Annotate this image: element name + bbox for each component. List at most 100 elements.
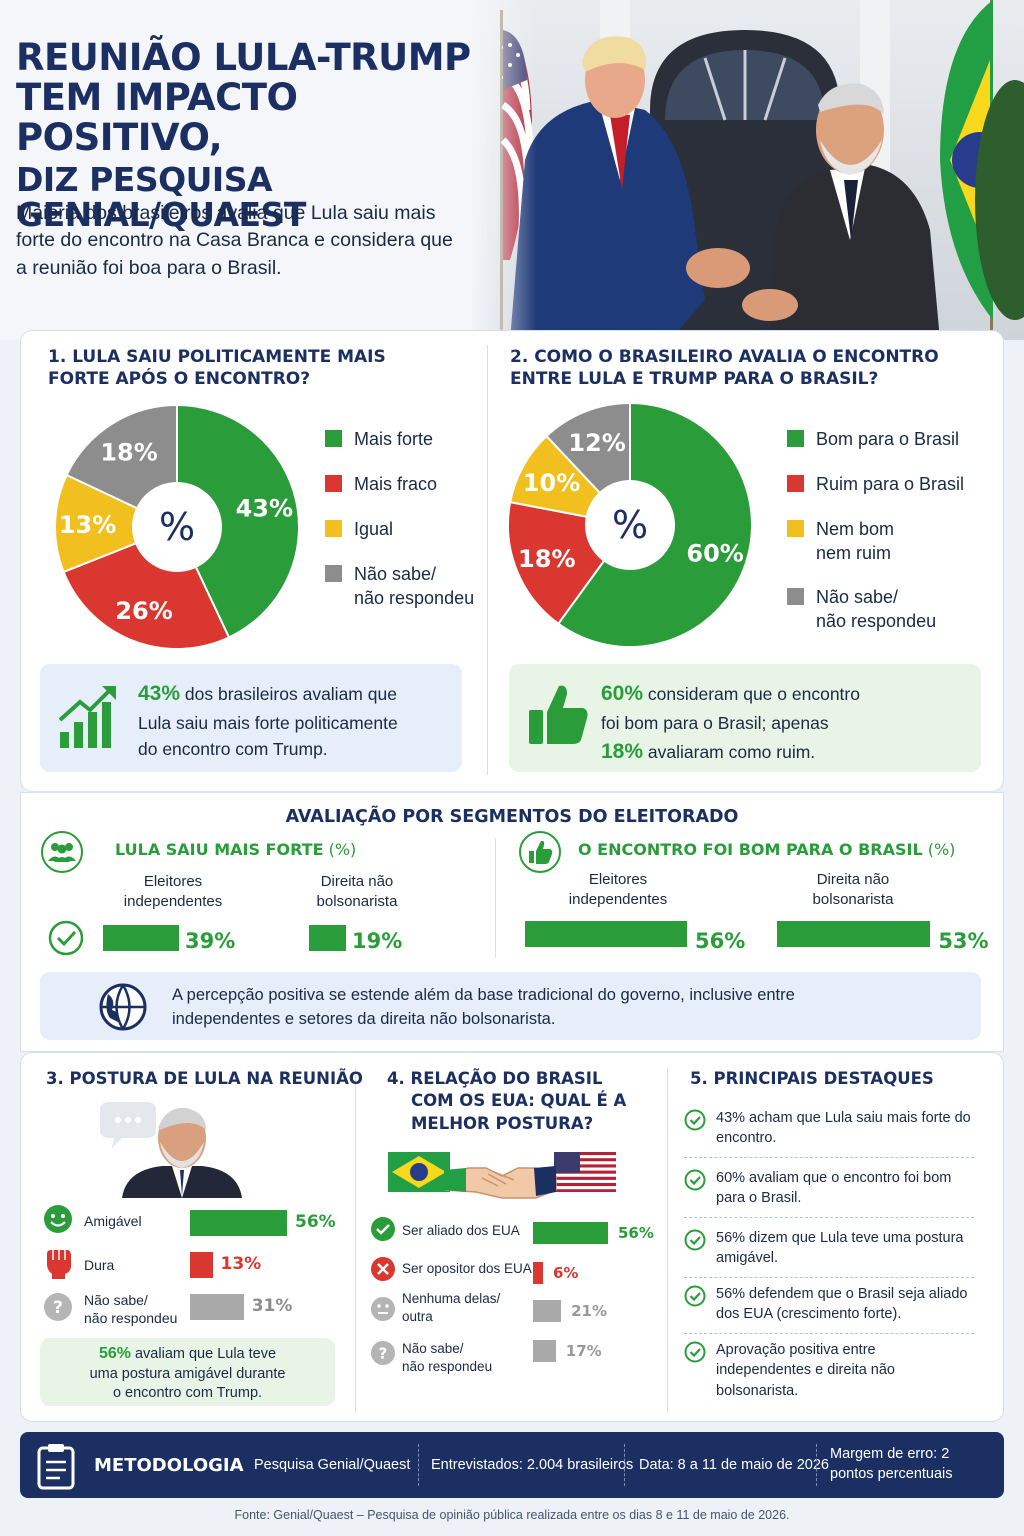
check-circle-icon: [48, 920, 84, 956]
check-circle-icon: [684, 1169, 706, 1191]
segments-divider: [495, 838, 496, 958]
segment-right-bar-value: 56%: [695, 929, 746, 953]
q4-bar-value: 17%: [565, 1342, 602, 1360]
q2-callout-value-1: 60%: [601, 682, 644, 705]
legend-label: Não sabe/não respondeu: [354, 564, 475, 609]
check-circle-icon: [684, 1341, 706, 1363]
methodology-separator: [624, 1444, 625, 1486]
segments-title: AVALIAÇÃO POR SEGMENTOS DO ELEITORADO: [285, 807, 739, 827]
bottom-divider-2: [667, 1068, 668, 1413]
q1-callout-text-1: dos brasileiros avaliam que: [180, 684, 397, 704]
brazil-us-handshake-icon: [388, 1152, 616, 1199]
segments-right-cat2: Direita não bolsonarista: [812, 871, 894, 908]
q1-callout-text-2: Lula saiu mais forte politicamente: [138, 712, 398, 733]
svg-text:?: ?: [379, 1345, 388, 1363]
segment-right-bar: [777, 921, 931, 947]
thumbs-up-circle-icon: [519, 831, 561, 873]
segments-left-title: LULA SAIU MAIS FORTE (%): [115, 840, 357, 859]
q2-center-label: %: [612, 503, 648, 547]
q1-title: 1. LULA SAIU POLITICAMENTE MAIS FORTE AP…: [48, 347, 386, 390]
q2-slice-label-0: 60%: [686, 540, 743, 568]
methodology-bar: METODOLOGIA Pesquisa Genial/Quaest Entre…: [20, 1432, 1004, 1498]
check-circle-icon: [684, 1285, 706, 1307]
q3-label-dura: Dura: [84, 1257, 115, 1273]
q1-legend-nao-sabe: Não sabe/não respondeu: [325, 562, 474, 611]
legend-swatch-green: [787, 430, 804, 447]
q4-label-aliado: Ser aliado dos EUA: [402, 1223, 520, 1238]
legend-label: Não sabe/não respondeu: [816, 587, 937, 632]
q3-bar: [190, 1210, 287, 1236]
q2-callout-text-1: consideram que o encontro: [643, 684, 860, 704]
people-group-icon: [41, 831, 83, 873]
q1-slice-label-2: 13%: [59, 511, 116, 539]
q2-title: 2. COMO O BRASILEIRO AVALIA O ENCONTRO E…: [510, 347, 939, 390]
q1-slice-label-1: 26%: [115, 597, 172, 625]
q2-callout-text-3: avaliaram como ruim.: [643, 741, 816, 762]
methodology-separator: [816, 1444, 817, 1486]
q1-legend-igual: Igual: [325, 517, 393, 541]
q3-callout-text-2: uma postura amigável durante: [89, 1365, 286, 1382]
q4-bar: [533, 1300, 562, 1322]
thumbs-up-icon: [529, 685, 588, 744]
segment-right-bar: [525, 921, 687, 947]
legend-swatch-red: [325, 475, 342, 492]
q1-callout-text-3: do encontro com Trump.: [138, 738, 328, 759]
q2-slice-label-3: 12%: [568, 429, 625, 457]
segments-note-2: independentes e setores da direita não b…: [172, 1009, 556, 1028]
q5-title: 5. PRINCIPAIS DESTAQUES: [690, 1069, 934, 1088]
q4-bar-value: 6%: [553, 1264, 579, 1282]
q5-highlight-item: 56% defendem que o Brasil seja aliado do…: [684, 1284, 974, 1334]
q4-title: 4. RELAÇÃO DO BRASIL COM OS EUA: QUAL É …: [387, 1069, 627, 1133]
check-circle-icon: [684, 1229, 706, 1251]
legend-label: Mais forte: [354, 429, 434, 449]
title-line-3: DIZ PESQUISA GENIAL/QUAEST: [16, 159, 306, 235]
legend-label: Igual: [354, 519, 394, 539]
q2-slice-label-2: 10%: [523, 469, 580, 497]
q5-highlight-text: 43% acham que Lula saiu mais forte do en…: [716, 1110, 971, 1147]
q4-bar-value: 56%: [618, 1224, 654, 1242]
question-circle-icon: ?: [371, 1341, 395, 1365]
q2-pie-chart: 60% 18% 10% 12%%: [507, 401, 753, 648]
segment-left-bar: [309, 925, 347, 951]
q5-highlight-item: 56% dizem que Lula teve uma postura amig…: [684, 1228, 974, 1278]
methodology-date: Data: 8 a 11 de maio de 2026: [639, 1457, 829, 1473]
q2-legend-bom: Bom para o Brasil: [787, 427, 959, 451]
q1-donut-hole: [132, 482, 222, 572]
segments-left-cat1: Eleitores independentes: [123, 873, 223, 910]
q3-bar-value: 13%: [220, 1254, 262, 1274]
q2-donut-hole: [585, 480, 675, 570]
legend-label: Ruim para o Brasil: [816, 474, 965, 494]
legend-swatch-gray: [787, 588, 804, 605]
q3-bar-value: 31%: [251, 1296, 293, 1316]
page-title: REUNIÃO LULA-TRUMP TEM IMPACTO POSITIVO,…: [16, 38, 496, 233]
q4-bar: [533, 1340, 556, 1362]
check-circle-icon: [684, 1109, 706, 1131]
q5-highlight-item: Aprovação positiva entre independentes e…: [684, 1340, 974, 1409]
q5-highlight-item: 43% acham que Lula saiu mais forte do en…: [684, 1108, 974, 1158]
lula-portrait-icon: [100, 1102, 242, 1198]
segments-right-cat1: Eleitores independentes: [568, 871, 668, 908]
smile-icon: [44, 1205, 72, 1233]
q1-callout-value: 43%: [138, 682, 181, 705]
q4-bar: [533, 1262, 543, 1284]
methodology-survey: Pesquisa Genial/Quaest: [254, 1457, 411, 1473]
svg-text:?: ?: [53, 1298, 63, 1318]
header: REUNIÃO LULA-TRUMP TEM IMPACTO POSITIVO,…: [0, 0, 1024, 340]
q1-callout: 43% dos brasileiros avaliam que Lula sai…: [40, 664, 462, 772]
methodology-sample: Entrevistados: 2.004 brasileiros: [431, 1457, 634, 1473]
globe-icon: [99, 983, 147, 1031]
segments-left-cat2: Direita não bolsonarista: [316, 873, 398, 910]
q5-highlight-text: 56% dizem que Lula teve uma postura amig…: [716, 1230, 964, 1267]
q4-bar-value: 21%: [571, 1302, 608, 1320]
legend-label: Bom para o Brasil: [816, 429, 960, 449]
q2-slice-label-1: 18%: [518, 545, 575, 573]
legend-label: Nem bom nem ruim: [816, 519, 895, 564]
clipboard-icon: [37, 1444, 75, 1490]
q1-slice-2: [54, 473, 180, 574]
segment-left-bar: [103, 925, 179, 951]
q3-bar: [190, 1294, 244, 1320]
fist-icon: [47, 1250, 71, 1279]
q2-legend-nao-sabe: Não sabe/não respondeu: [787, 585, 936, 634]
methodology-label: METODOLOGIA: [94, 1454, 244, 1476]
legend-swatch-yellow: [325, 520, 342, 537]
